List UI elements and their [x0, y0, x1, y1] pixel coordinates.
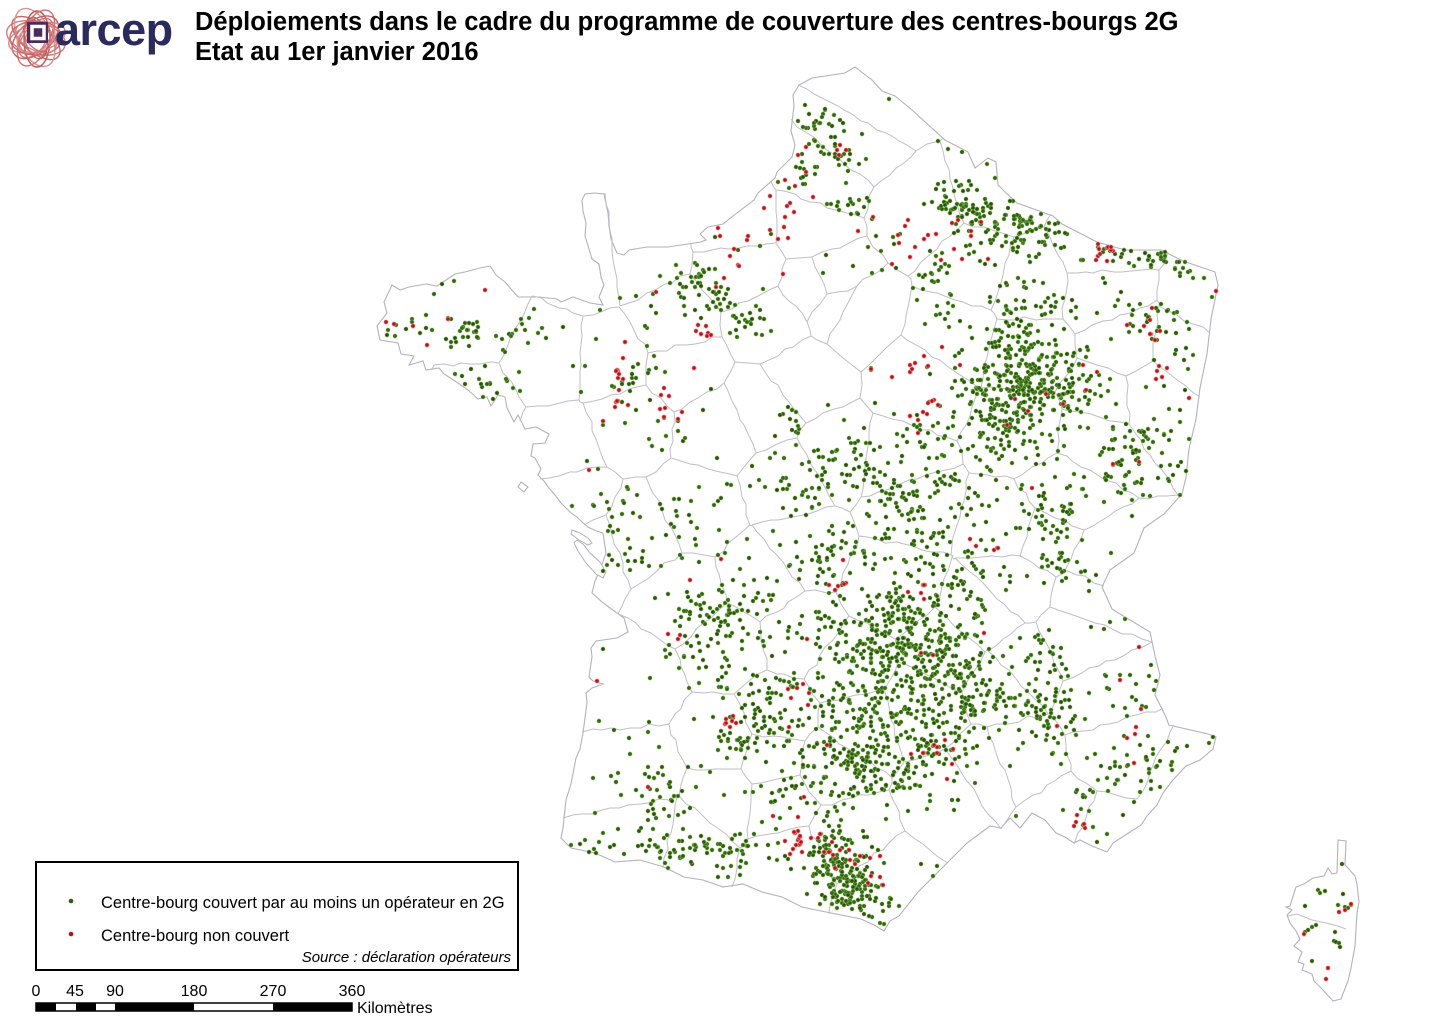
svg-text:arcep: arcep [55, 4, 173, 55]
svg-text:Kilomètres: Kilomètres [357, 1000, 433, 1017]
svg-text:45: 45 [66, 983, 84, 1000]
svg-text:0: 0 [32, 983, 41, 1000]
svg-text:270: 270 [260, 983, 287, 1000]
svg-text:360: 360 [339, 983, 366, 1000]
svg-text:90: 90 [106, 983, 124, 1000]
svg-text:180: 180 [181, 983, 208, 1000]
